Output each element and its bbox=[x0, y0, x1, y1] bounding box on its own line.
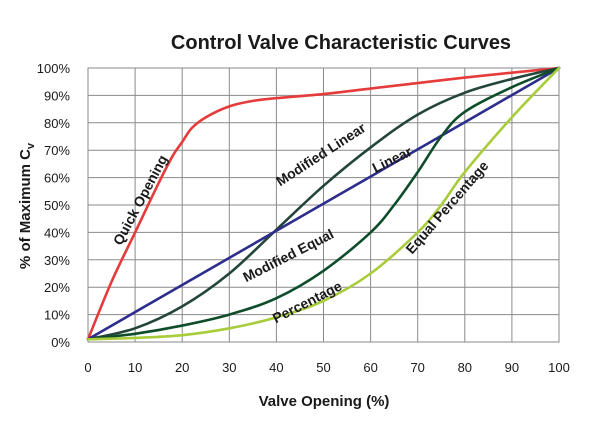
series-line-linear bbox=[86, 66, 561, 341]
series-lines bbox=[86, 66, 561, 341]
x-tick-label: 10 bbox=[128, 360, 142, 375]
x-tick-label: 20 bbox=[175, 360, 189, 375]
x-tick-label: 0 bbox=[84, 360, 91, 375]
y-tick-label: 60% bbox=[44, 171, 70, 186]
y-axis-label: % of Maximum Cv bbox=[17, 142, 37, 269]
series-line-modified-equal-percentage bbox=[86, 66, 561, 341]
y-axis-label-subscript: v bbox=[25, 142, 37, 149]
y-tick-label: 30% bbox=[44, 253, 70, 268]
y-tick-label: 40% bbox=[44, 225, 70, 240]
x-tick-label: 40 bbox=[269, 360, 283, 375]
x-tick-label: 50 bbox=[316, 360, 330, 375]
y-tick-label: 50% bbox=[44, 198, 70, 213]
y-tick-label: 10% bbox=[44, 308, 70, 323]
y-tick-labels: 0% 10% 20% 30% 40% 50% 60% 70% 80% 90% 100% bbox=[37, 61, 71, 350]
y-tick-label: 90% bbox=[44, 88, 70, 103]
series-line-quick-opening bbox=[86, 66, 561, 341]
y-tick-label: 70% bbox=[44, 143, 70, 158]
y-tick-label: 20% bbox=[44, 280, 70, 295]
x-tick-label: 100 bbox=[548, 360, 570, 375]
x-tick-label: 60 bbox=[363, 360, 377, 375]
chart-title: Control Valve Characteristic Curves bbox=[171, 32, 511, 54]
y-tick-label: 100% bbox=[37, 61, 71, 76]
y-tick-label: 80% bbox=[44, 116, 70, 131]
series-line-modified-linear bbox=[86, 66, 561, 341]
x-axis-label: Valve Opening (%) bbox=[259, 393, 390, 410]
series-line-equal-percentage bbox=[86, 66, 561, 341]
x-tick-label: 90 bbox=[505, 360, 519, 375]
y-tick-label: 0% bbox=[51, 335, 70, 350]
x-tick-label: 30 bbox=[222, 360, 236, 375]
x-tick-label: 70 bbox=[410, 360, 424, 375]
x-tick-label: 80 bbox=[458, 360, 472, 375]
x-tick-labels: 0 10 20 30 40 50 60 70 80 90 100 bbox=[84, 360, 569, 375]
